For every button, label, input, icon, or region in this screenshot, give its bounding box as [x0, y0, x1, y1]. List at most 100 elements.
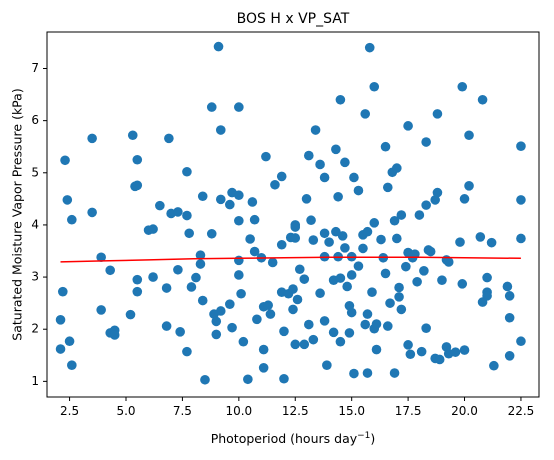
data-point	[367, 287, 377, 297]
data-point	[211, 316, 222, 327]
data-point	[308, 334, 319, 345]
data-point	[173, 264, 183, 275]
data-point	[382, 321, 393, 331]
x-tick-label: 5.0	[116, 404, 135, 418]
data-point	[396, 210, 407, 220]
data-point	[184, 228, 194, 239]
data-point	[227, 322, 237, 333]
data-point	[432, 187, 443, 198]
data-point	[405, 349, 416, 360]
data-point	[353, 185, 364, 196]
data-point	[288, 304, 298, 315]
data-point	[349, 172, 359, 183]
data-point	[369, 218, 380, 228]
data-point	[504, 291, 515, 301]
data-point	[279, 373, 289, 384]
data-point	[412, 276, 422, 287]
data-point	[434, 354, 445, 365]
data-point	[392, 233, 402, 244]
data-point	[380, 268, 391, 279]
data-point	[290, 222, 301, 232]
data-point	[385, 298, 395, 308]
data-point	[55, 344, 66, 354]
data-point	[362, 226, 373, 237]
x-tick-label: 2.5	[60, 404, 79, 418]
data-point	[306, 215, 316, 226]
data-point	[340, 157, 350, 168]
data-point	[258, 363, 269, 373]
data-point	[358, 243, 368, 254]
data-point	[394, 292, 404, 302]
data-point	[213, 41, 224, 52]
data-point	[301, 194, 312, 204]
data-point	[516, 195, 526, 205]
data-point	[315, 288, 325, 299]
data-point	[87, 207, 97, 218]
data-point	[195, 259, 206, 269]
data-point	[303, 150, 314, 161]
data-point	[164, 133, 174, 144]
data-point	[486, 237, 497, 248]
data-point	[186, 282, 197, 292]
x-tick-label: 10.0	[225, 404, 252, 418]
x-tick-label: 17.5	[395, 404, 422, 418]
data-point	[96, 252, 106, 263]
data-point	[396, 304, 407, 315]
data-point	[389, 368, 400, 378]
data-point	[340, 243, 350, 253]
data-point	[279, 326, 289, 337]
scatter-points	[55, 41, 526, 385]
data-point	[353, 261, 364, 271]
data-point	[504, 312, 515, 323]
y-axis: 1 2 3 4 5 6 7	[31, 61, 47, 388]
data-point	[362, 368, 373, 378]
data-point	[294, 264, 305, 275]
data-point	[421, 200, 431, 210]
data-point	[516, 233, 526, 244]
data-point	[482, 272, 492, 283]
data-point	[249, 246, 260, 257]
data-point	[267, 257, 278, 268]
data-point	[346, 270, 357, 280]
data-point	[482, 291, 492, 301]
x-axis-label-superscript: −1	[357, 431, 370, 441]
data-point	[206, 102, 217, 112]
data-point	[60, 155, 70, 166]
data-point	[344, 328, 355, 338]
data-point	[67, 214, 77, 225]
data-point	[362, 309, 373, 319]
data-point	[324, 237, 334, 247]
data-point	[335, 336, 346, 347]
data-point	[322, 360, 332, 370]
data-point	[319, 228, 330, 239]
data-point	[148, 224, 158, 234]
x-axis-label: Photoperiod (hours day−1)	[211, 431, 376, 446]
data-point	[315, 159, 325, 170]
data-point	[504, 351, 515, 361]
y-tick-label: 7	[31, 61, 39, 75]
data-point	[225, 299, 235, 309]
data-point	[132, 274, 143, 285]
data-point	[303, 319, 314, 330]
data-point	[464, 181, 474, 191]
data-point	[215, 125, 226, 135]
data-point	[263, 300, 273, 311]
data-point	[328, 327, 339, 338]
data-point	[195, 250, 206, 260]
data-point	[459, 345, 470, 355]
x-tick-label: 22.5	[508, 404, 535, 418]
data-point	[276, 171, 287, 182]
data-point	[335, 273, 346, 283]
data-point	[432, 109, 443, 119]
data-point	[288, 284, 298, 294]
data-point	[182, 346, 192, 357]
y-tick-label: 3	[31, 270, 39, 284]
data-point	[380, 141, 391, 152]
data-point	[457, 279, 468, 289]
data-point	[360, 109, 371, 119]
data-point	[245, 234, 255, 244]
data-point	[206, 228, 217, 239]
data-point	[161, 321, 172, 331]
data-point	[516, 141, 526, 151]
